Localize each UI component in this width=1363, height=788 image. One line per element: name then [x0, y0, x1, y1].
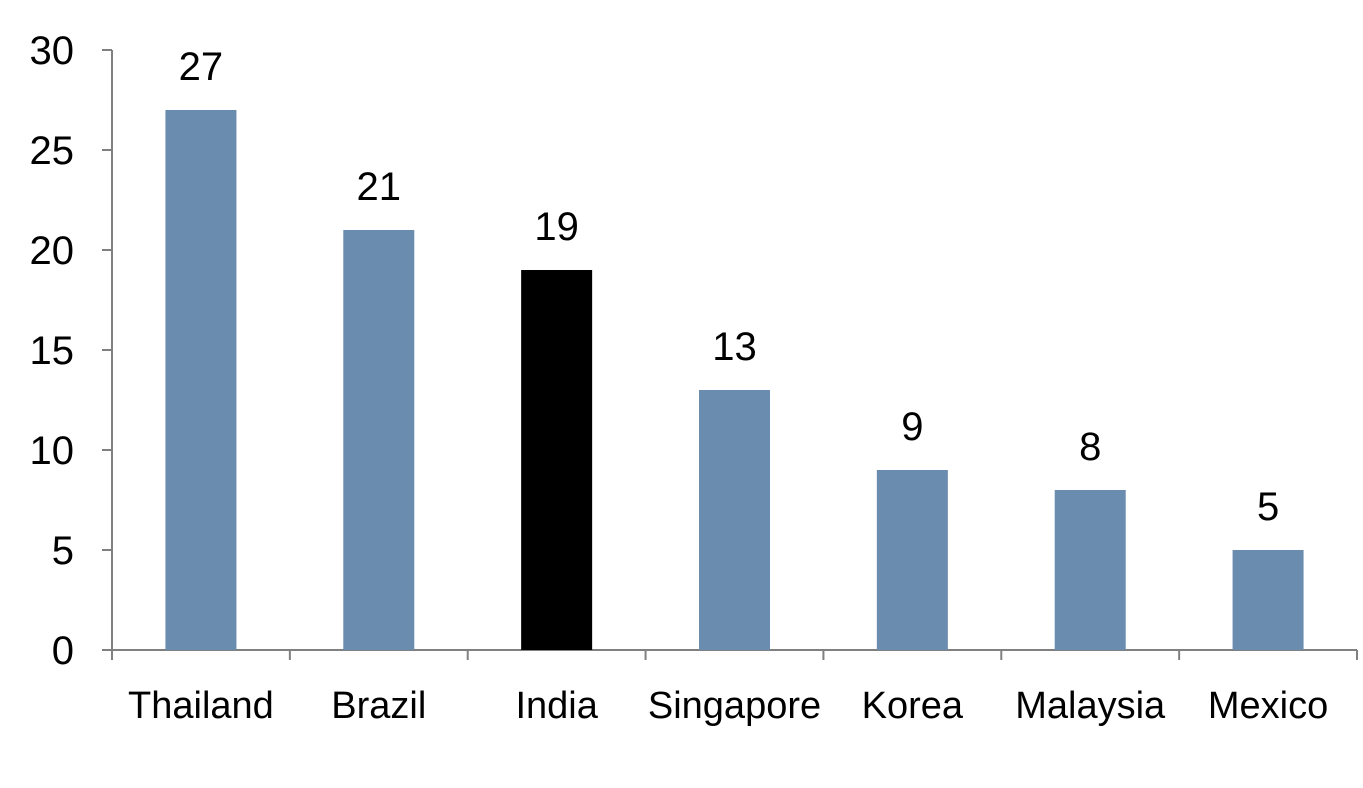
bar-brazil [343, 230, 415, 650]
bar-singapore [699, 390, 770, 650]
data-label: 27 [179, 45, 224, 89]
data-label: 21 [357, 165, 402, 209]
y-tick-label: 25 [30, 129, 75, 173]
category-label: Malaysia [1015, 685, 1166, 727]
data-labels: 27 21 19 13 9 8 5 [179, 45, 1280, 529]
category-label: India [515, 685, 598, 727]
y-tick-label: 30 [30, 29, 75, 73]
data-label: 5 [1257, 485, 1279, 529]
y-tick-label: 10 [30, 429, 75, 473]
category-labels: Thailand Brazil India Singapore Korea Malaysi… [128, 685, 1328, 727]
bar-korea [876, 470, 948, 650]
bar-thailand [165, 110, 237, 650]
y-tick-label: 15 [30, 329, 75, 373]
category-label: Mexico [1208, 685, 1328, 727]
data-label: 13 [712, 325, 757, 369]
category-label: Thailand [128, 685, 274, 727]
bar-mexico [1232, 550, 1304, 650]
bars [165, 110, 1304, 650]
x-axis [111, 649, 1358, 660]
y-tick-label: 0 [52, 629, 74, 673]
data-label: 8 [1079, 425, 1101, 469]
data-label: 9 [901, 405, 923, 449]
y-axis: 0 5 10 15 20 25 30 [30, 29, 113, 673]
category-label: Brazil [331, 685, 426, 727]
data-label: 19 [534, 205, 579, 249]
category-label: Singapore [648, 685, 821, 727]
category-label: Korea [862, 685, 964, 727]
bar-india [521, 270, 593, 650]
bar-malaysia [1054, 490, 1126, 650]
y-tick-label: 20 [30, 229, 75, 273]
y-tick-label: 5 [52, 529, 74, 573]
